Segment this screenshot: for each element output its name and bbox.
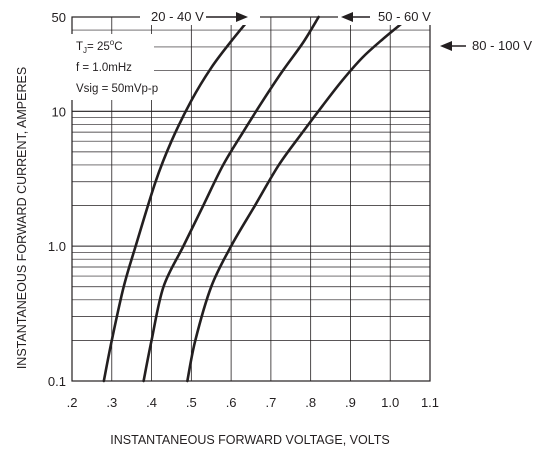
conditions-backdrop (70, 34, 154, 100)
arrow-80-100-head (440, 41, 452, 51)
condition-temperature: TJ= 25oC (76, 38, 123, 55)
series-label-20-40: 20 - 40 V (140, 5, 260, 25)
y-axis-title: INSTANTANEOUS FORWARD CURRENT, AMPERES (15, 67, 29, 369)
series-label-backdrop (338, 5, 450, 25)
x-tick-label: .8 (305, 395, 316, 410)
x-tick-label: .3 (106, 395, 117, 410)
temp-unit: C (114, 41, 122, 53)
x-axis-title: INSTANTANEOUS FORWARD VOLTAGE, VOLTS (110, 433, 389, 447)
series-label-80-100: 80 - 100 V (440, 38, 532, 53)
temp-subscript: J (83, 46, 87, 55)
condition-vsig: Vsig = 50mVp-p (76, 83, 158, 95)
x-tick-label: 1.0 (381, 395, 399, 410)
x-tick-label: .4 (146, 395, 157, 410)
arrow-20-40-head (236, 12, 248, 22)
temp-value: = 25 (87, 41, 110, 53)
x-tick-label: .5 (186, 395, 197, 410)
y-tick-label: 1.0 (48, 239, 66, 254)
series-name-50-60: 50 - 60 V (378, 9, 431, 24)
x-tick-label: .7 (265, 395, 276, 410)
tick-labels: .2 .3 .4 .5 .6 .7 .8 .9 1.0 1.1 0.1 1.0 10 50 (48, 10, 439, 410)
x-tick-label: .2 (67, 395, 78, 410)
grid (72, 17, 430, 381)
series-line-1 (102, 15, 253, 383)
series-name-20-40: 20 - 40 V (151, 9, 204, 24)
temp-degree: o (110, 38, 115, 47)
x-tick-label: 1.1 (421, 395, 439, 410)
y-tick-label: 0.1 (48, 374, 66, 389)
y-tick-label: 50 (52, 10, 66, 25)
y-tick-label: 10 (52, 104, 66, 119)
series-name-80-100: 80 - 100 V (472, 38, 532, 53)
temp-symbol: T (76, 41, 83, 53)
series-line-2 (142, 15, 320, 383)
arrow-50-60-head (341, 12, 353, 22)
series-label-50-60: 50 - 60 V (338, 5, 450, 25)
conditions-box: TJ= 25oC f = 1.0mHz Vsig = 50mVp-p (70, 34, 158, 100)
series-curves (102, 15, 404, 383)
condition-frequency: f = 1.0mHz (76, 62, 132, 74)
series-line-3 (186, 21, 404, 383)
x-tick-label: .9 (345, 395, 356, 410)
x-tick-label: .6 (226, 395, 237, 410)
series-label-backdrop (140, 5, 260, 25)
